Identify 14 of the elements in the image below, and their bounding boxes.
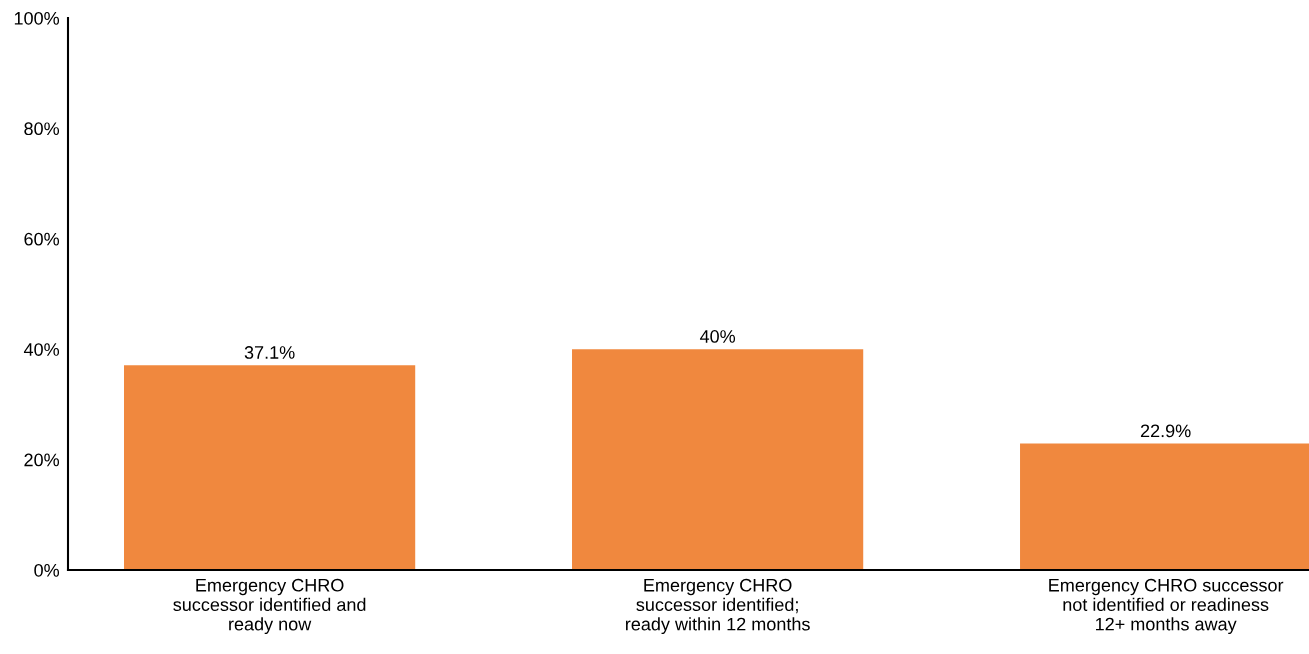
x-tick-label: Emergency CHRO successor not identified or readiness 12+ months away — [1049, 578, 1284, 635]
data-label: 37.1% — [244, 346, 295, 359]
y-tick-label: 20% — [24, 453, 60, 467]
data-label: 40% — [699, 330, 736, 343]
x-tick-label: Emergency CHRO successor identified and ready now — [173, 578, 366, 635]
y-tick-label: 40% — [23, 343, 60, 356]
bar — [572, 349, 864, 570]
y-tick-label: 100% — [14, 11, 60, 25]
data-label: 22.9% — [1140, 424, 1191, 438]
y-tick-label: 0% — [34, 563, 60, 577]
bar — [124, 365, 416, 570]
y-tick-label: 60% — [24, 232, 60, 246]
y-tick-label: 80% — [24, 122, 60, 136]
x-tick-label: Emergency CHRO successor identified; ready within 12 months — [625, 578, 810, 635]
